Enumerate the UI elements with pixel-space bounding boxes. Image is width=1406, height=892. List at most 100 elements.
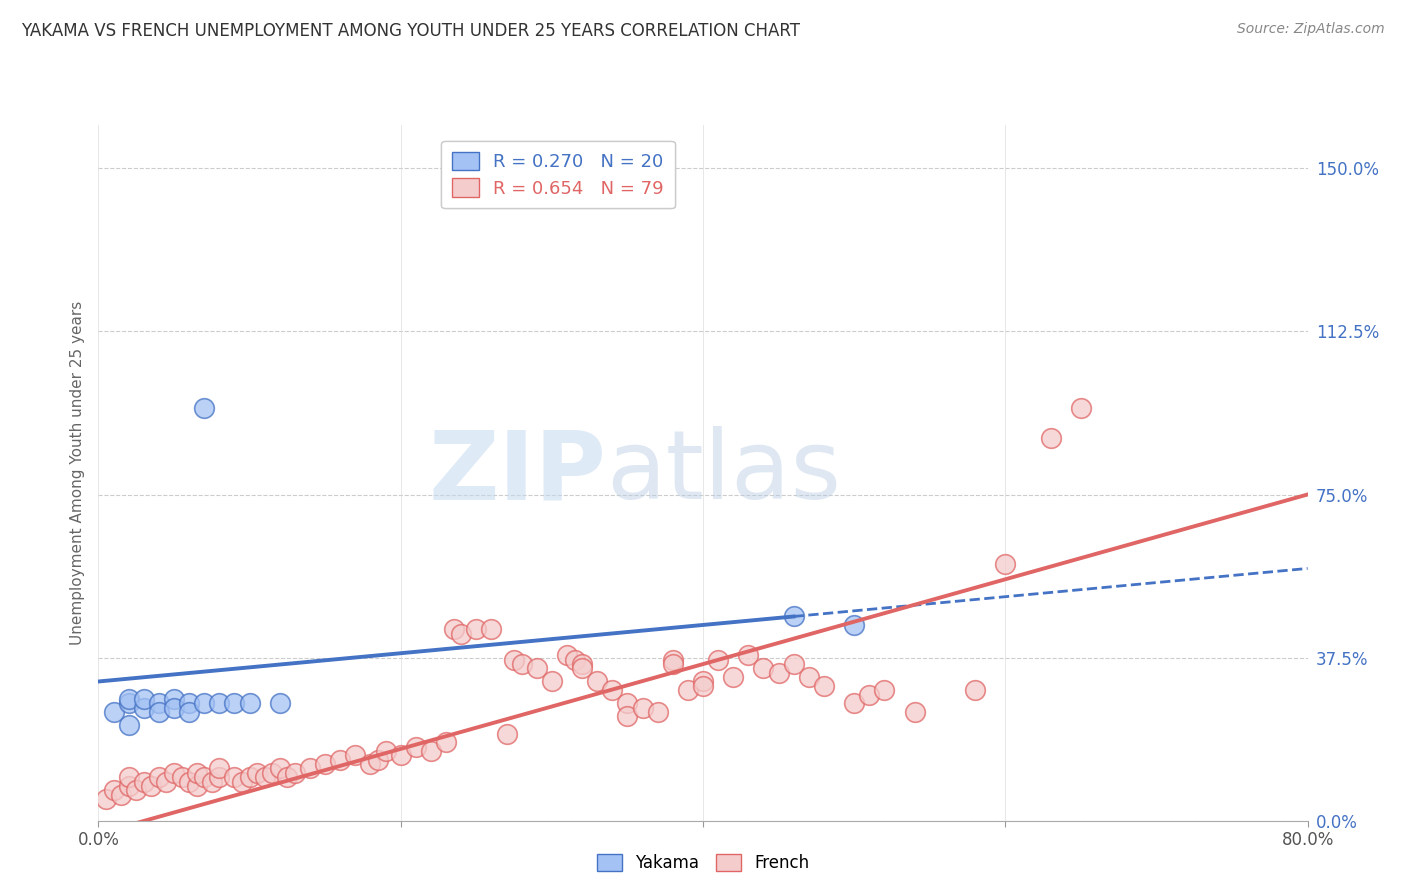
Point — [797, 670, 820, 684]
Point — [118, 696, 141, 710]
Point — [246, 765, 269, 780]
Point — [208, 770, 231, 784]
Point — [540, 674, 562, 689]
Text: Source: ZipAtlas.com: Source: ZipAtlas.com — [1237, 22, 1385, 37]
Point — [1070, 401, 1092, 415]
Point — [118, 770, 141, 784]
Point — [844, 618, 866, 632]
Point — [344, 748, 367, 763]
Point — [132, 692, 155, 706]
Point — [495, 726, 517, 740]
Point — [125, 783, 148, 797]
Point — [231, 774, 253, 789]
Point — [118, 692, 141, 706]
Point — [707, 653, 730, 667]
Text: atlas: atlas — [606, 426, 841, 519]
Point — [94, 792, 117, 806]
Point — [262, 765, 284, 780]
Point — [253, 770, 276, 784]
Point — [752, 661, 775, 675]
Point — [201, 774, 224, 789]
Point — [571, 657, 593, 671]
Point — [602, 683, 624, 698]
Point — [299, 761, 322, 775]
Point — [389, 748, 412, 763]
Point — [110, 788, 132, 802]
Point — [662, 657, 685, 671]
Point — [737, 648, 759, 663]
Point — [631, 700, 654, 714]
Point — [193, 401, 215, 415]
Point — [179, 705, 201, 719]
Point — [586, 674, 609, 689]
Point — [768, 665, 790, 680]
Point — [676, 683, 699, 698]
Point — [783, 609, 806, 624]
Point — [1039, 431, 1062, 445]
Point — [193, 770, 215, 784]
Point — [179, 774, 201, 789]
Point — [420, 744, 443, 758]
Point — [616, 696, 638, 710]
Point — [148, 696, 170, 710]
Point — [450, 626, 472, 640]
Point — [179, 696, 201, 710]
Point — [481, 623, 503, 637]
Point — [904, 705, 927, 719]
Point — [155, 774, 177, 789]
Point — [132, 774, 155, 789]
Point — [208, 696, 231, 710]
Point — [224, 770, 246, 784]
Point — [503, 653, 526, 667]
Point — [616, 709, 638, 723]
Point — [148, 705, 170, 719]
Point — [647, 705, 669, 719]
Legend: R = 0.270   N = 20, R = 0.654   N = 79: R = 0.270 N = 20, R = 0.654 N = 79 — [441, 141, 675, 209]
Text: YAKAMA VS FRENCH UNEMPLOYMENT AMONG YOUTH UNDER 25 YEARS CORRELATION CHART: YAKAMA VS FRENCH UNEMPLOYMENT AMONG YOUT… — [21, 22, 800, 40]
Point — [276, 770, 298, 784]
Point — [208, 761, 231, 775]
Point — [662, 653, 685, 667]
Point — [873, 683, 896, 698]
Point — [269, 696, 291, 710]
Point — [858, 688, 880, 702]
Point — [465, 623, 488, 637]
Point — [193, 696, 215, 710]
Point — [443, 623, 465, 637]
Point — [571, 661, 593, 675]
Point — [844, 696, 866, 710]
Point — [434, 735, 457, 749]
Point — [141, 779, 163, 793]
Point — [186, 765, 208, 780]
Point — [170, 770, 193, 784]
Point — [555, 648, 578, 663]
Point — [163, 692, 186, 706]
Point — [103, 705, 125, 719]
Point — [994, 557, 1017, 571]
Point — [329, 753, 352, 767]
Point — [103, 783, 125, 797]
Point — [360, 757, 382, 772]
Point — [723, 670, 745, 684]
Text: ZIP: ZIP — [429, 426, 606, 519]
Point — [148, 770, 170, 784]
Point — [510, 657, 533, 671]
Point — [526, 661, 548, 675]
Point — [118, 779, 141, 793]
Point — [186, 779, 208, 793]
Point — [367, 753, 389, 767]
Point — [239, 696, 262, 710]
Point — [284, 765, 307, 780]
Point — [118, 718, 141, 732]
Point — [163, 700, 186, 714]
Point — [692, 674, 714, 689]
Point — [269, 761, 291, 775]
Point — [965, 683, 987, 698]
Point — [374, 744, 396, 758]
Y-axis label: Unemployment Among Youth under 25 years: Unemployment Among Youth under 25 years — [69, 301, 84, 645]
Point — [314, 757, 336, 772]
Point — [564, 653, 586, 667]
Point — [132, 700, 155, 714]
Point — [224, 696, 246, 710]
Point — [163, 765, 186, 780]
